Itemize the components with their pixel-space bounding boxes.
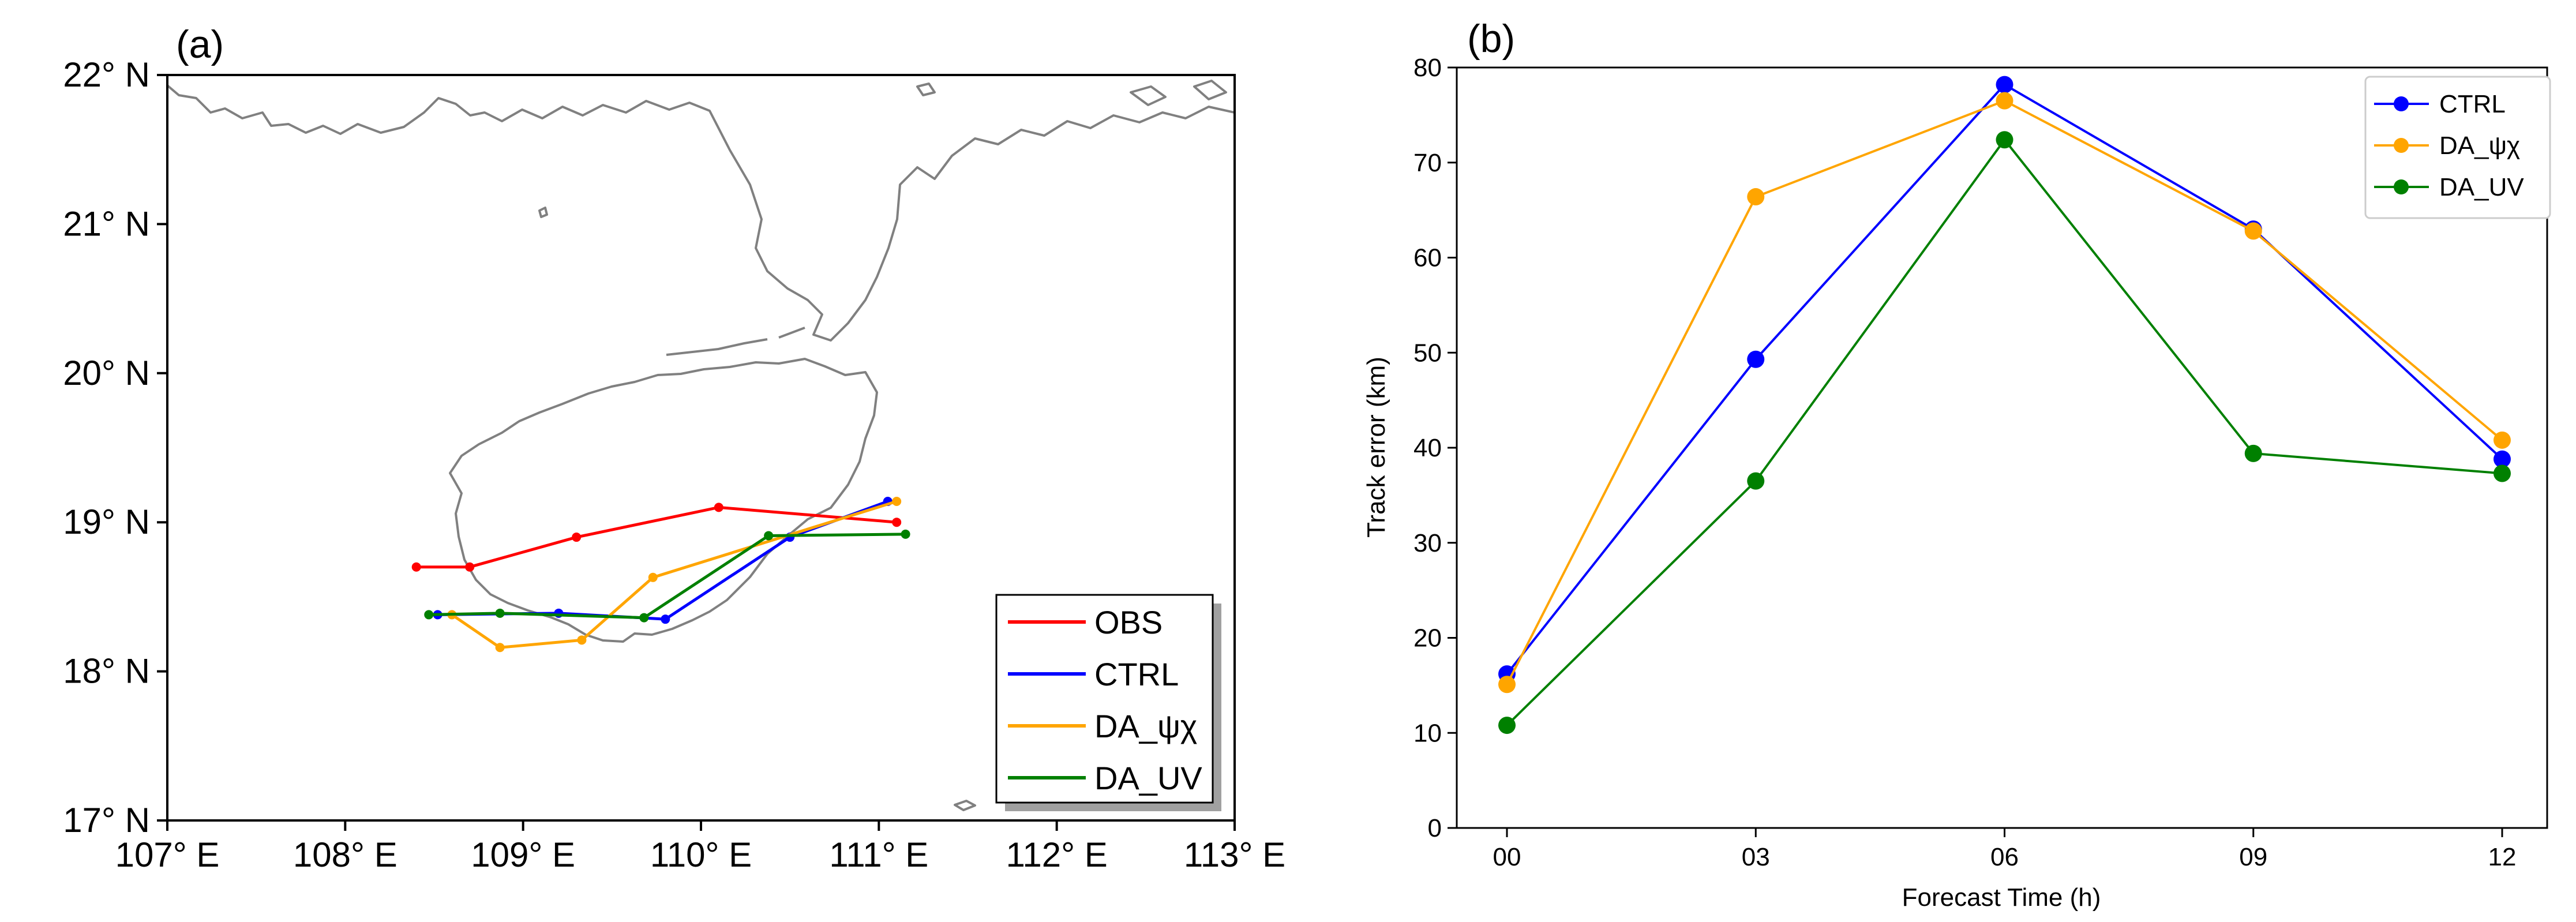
error-y-tick-label: 0 xyxy=(1428,814,1442,842)
track-point-da_uv xyxy=(901,529,910,539)
map-legend-items: OBS CTRL DA_ψχ DA_UV xyxy=(1008,604,1202,796)
track-line-obs xyxy=(416,505,897,569)
map-y-tick-label: 19° N xyxy=(63,503,150,541)
map-x-tick-label: 107° E xyxy=(115,835,220,874)
error-x-tick-label: 06 xyxy=(1990,843,2019,871)
error-y-tick-label: 70 xyxy=(1413,149,1442,177)
track-point-obs xyxy=(892,518,902,527)
error-y-tick-label: 40 xyxy=(1413,434,1442,462)
error-line-da_psichi xyxy=(1506,99,2503,685)
error-legend: CTRL DA_ψχ DA_UV xyxy=(2364,76,2551,219)
map-tracks xyxy=(411,497,910,653)
track-line-da_uv xyxy=(429,533,906,620)
error-x-tick-label: 00 xyxy=(1493,843,1521,871)
track-point-da_uv xyxy=(764,531,774,541)
error-ticks: 00 03 06 09 12 0 10 20 30 40 50 60 70 80 xyxy=(1413,54,2516,871)
map-legend: OBS CTRL DA_ψχ DA_UV xyxy=(995,594,1221,811)
y-axis-label: Track error (km) xyxy=(1362,357,1390,538)
error-legend-label-da_psichi: DA_ψχ xyxy=(2439,132,2520,160)
error-point-da_psichi xyxy=(1498,676,1516,694)
track-point-da_uv xyxy=(424,610,434,620)
map-y-tick-label: 17° N xyxy=(63,801,150,839)
error-line-da_uv xyxy=(1506,137,2503,726)
error-y-tick-label: 60 xyxy=(1413,244,1442,272)
track-point-ctrl xyxy=(661,614,670,624)
track-point-da_psichi xyxy=(495,643,505,653)
error-legend-marker-ctrl xyxy=(2394,96,2409,111)
error-y-tick-label: 20 xyxy=(1413,624,1442,653)
error-y-tick-label: 30 xyxy=(1413,529,1442,557)
map-legend-label-ctrl: CTRL xyxy=(1094,656,1179,692)
error-point-da_psichi xyxy=(2244,222,2262,240)
qiongzhou-strait-line xyxy=(666,338,768,356)
panel-b-chart: (b) 00 03 06 09 12 0 10 20 30 40 50 60 70 80 Forecast… xyxy=(1362,17,2551,912)
error-point-ctrl xyxy=(2493,450,2511,468)
map-x-tick-label: 113° E xyxy=(1184,835,1285,874)
error-legend-label-ctrl: CTRL xyxy=(2439,90,2506,118)
error-point-da_uv xyxy=(2244,444,2262,462)
track-point-obs xyxy=(572,533,582,542)
map-x-tick-label: 110° E xyxy=(650,835,752,874)
error-point-da_psichi xyxy=(1996,92,2013,110)
map-legend-label-da_uv: DA_UV xyxy=(1094,760,1202,796)
track-point-obs xyxy=(411,562,421,572)
error-legend-marker-da_psichi xyxy=(2394,138,2409,153)
map-y-tick-label: 22° N xyxy=(63,55,150,94)
panel-a-label: (a) xyxy=(176,23,224,66)
coastline xyxy=(167,80,1235,811)
track-point-da_psichi xyxy=(892,497,902,507)
panel-a-map: (a) 107° E 108° E 109° E 110° E 111° E 112° E… xyxy=(63,23,1285,874)
map-legend-label-obs: OBS xyxy=(1094,604,1163,640)
islet-coast-5 xyxy=(954,800,976,811)
islet-coast-3 xyxy=(916,83,936,96)
map-y-tick-label: 18° N xyxy=(63,652,150,691)
error-series xyxy=(1498,76,2511,734)
map-legend-box xyxy=(995,594,1214,804)
error-y-tick-label: 50 xyxy=(1413,339,1442,367)
map-x-tick-label: 111° E xyxy=(829,835,928,874)
map-x-tick-label: 108° E xyxy=(293,835,398,874)
error-point-ctrl xyxy=(1747,350,1765,368)
error-point-da_uv xyxy=(1498,717,1516,734)
error-line-ctrl xyxy=(1506,83,2503,675)
track-point-obs xyxy=(465,562,475,572)
hainan-coastline xyxy=(449,358,878,643)
map-y-tick-label: 21° N xyxy=(63,204,150,243)
error-y-tick-label: 10 xyxy=(1413,719,1442,747)
error-y-tick-label: 80 xyxy=(1413,54,1442,82)
track-point-da_psichi xyxy=(648,572,658,582)
panel-b-label: (b) xyxy=(1467,17,1515,61)
map-legend-label-da_psichi: DA_ψχ xyxy=(1094,708,1197,744)
map-x-tick-label: 112° E xyxy=(1006,835,1107,874)
track-point-da_psichi xyxy=(577,635,587,645)
track-point-da_uv xyxy=(639,613,649,623)
error-x-tick-label: 03 xyxy=(1742,843,1770,871)
error-point-da_psichi xyxy=(1747,188,1765,206)
x-axis-label: Forecast Time (h) xyxy=(1902,883,2101,912)
error-x-tick-label: 09 xyxy=(2239,843,2267,871)
error-point-da_uv xyxy=(1747,472,1765,490)
map-y-tick-label: 20° N xyxy=(63,354,150,392)
track-point-obs xyxy=(714,503,723,512)
islet-coast-2 xyxy=(1193,80,1227,100)
error-point-da_psichi xyxy=(2493,431,2511,449)
islet-coast-4 xyxy=(538,207,548,218)
error-point-da_uv xyxy=(1996,131,2013,149)
error-legend-box xyxy=(2364,76,2551,219)
map-x-tick-label: 109° E xyxy=(471,835,575,874)
error-point-da_uv xyxy=(2493,464,2511,482)
track-line-da_psichi xyxy=(451,500,897,649)
map-ticks: 107° E 108° E 109° E 110° E 111° E 112° E 113°… xyxy=(63,55,1285,874)
error-x-tick-label: 12 xyxy=(2488,843,2517,871)
mainland-coastline xyxy=(167,84,1235,342)
error-legend-items: CTRL DA_ψχ DA_UV xyxy=(2374,90,2524,201)
track-point-da_uv xyxy=(495,608,505,618)
error-legend-label-da_uv: DA_UV xyxy=(2439,173,2524,201)
islet-coast-1 xyxy=(1130,85,1167,106)
qiongzhou-strait-line-2 xyxy=(778,327,805,339)
error-point-ctrl xyxy=(1996,76,2013,93)
error-legend-marker-da_uv xyxy=(2394,179,2409,194)
